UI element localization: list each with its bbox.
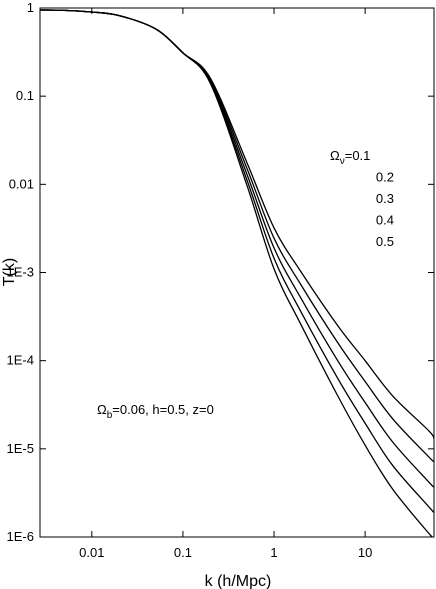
legend-entry: 0.5 (376, 234, 394, 249)
y-tick-label: 0.01 (9, 176, 34, 191)
curves (40, 9, 434, 537)
y-tick-label: 1 (27, 0, 34, 15)
curve (40, 9, 433, 537)
legend-entry: 0.3 (376, 191, 394, 206)
plot-frame (39, 7, 435, 538)
y-tick-label: 1E-4 (7, 353, 34, 368)
legend-entry: 0.2 (376, 170, 394, 185)
y-tick-label: 1E-3 (7, 265, 34, 280)
curve (40, 9, 434, 513)
x-tick-label: 10 (358, 545, 372, 560)
curve (40, 9, 434, 440)
legend-first: Ων=0.1 (330, 148, 370, 167)
y-tick-label: 1E-5 (7, 441, 34, 456)
x-tick-label: 0.1 (174, 545, 192, 560)
legend-entry: 0.1 (352, 148, 370, 163)
y-tick-label: 1E-6 (7, 529, 34, 544)
annotation: Ωb=0.06, h=0.5, z=0 (97, 402, 214, 421)
y-tick-label: 0.1 (16, 88, 34, 103)
annotation-symbol: Ω (97, 402, 107, 417)
legend-symbol: Ω (330, 148, 340, 163)
x-axis-label: k (h/Mpc) (205, 573, 272, 589)
curve (40, 9, 434, 463)
x-tick-label: 1 (270, 545, 277, 560)
legend-entry: 0.4 (376, 213, 394, 228)
annotation-subscript: b (107, 410, 113, 421)
legend-equals: = (345, 148, 353, 163)
annotation-text: =0.06, h=0.5, z=0 (112, 402, 214, 417)
legend-subscript: ν (340, 156, 345, 167)
x-tick-label: 0.01 (79, 545, 104, 560)
y-axis-label: T(k) (1, 258, 18, 286)
